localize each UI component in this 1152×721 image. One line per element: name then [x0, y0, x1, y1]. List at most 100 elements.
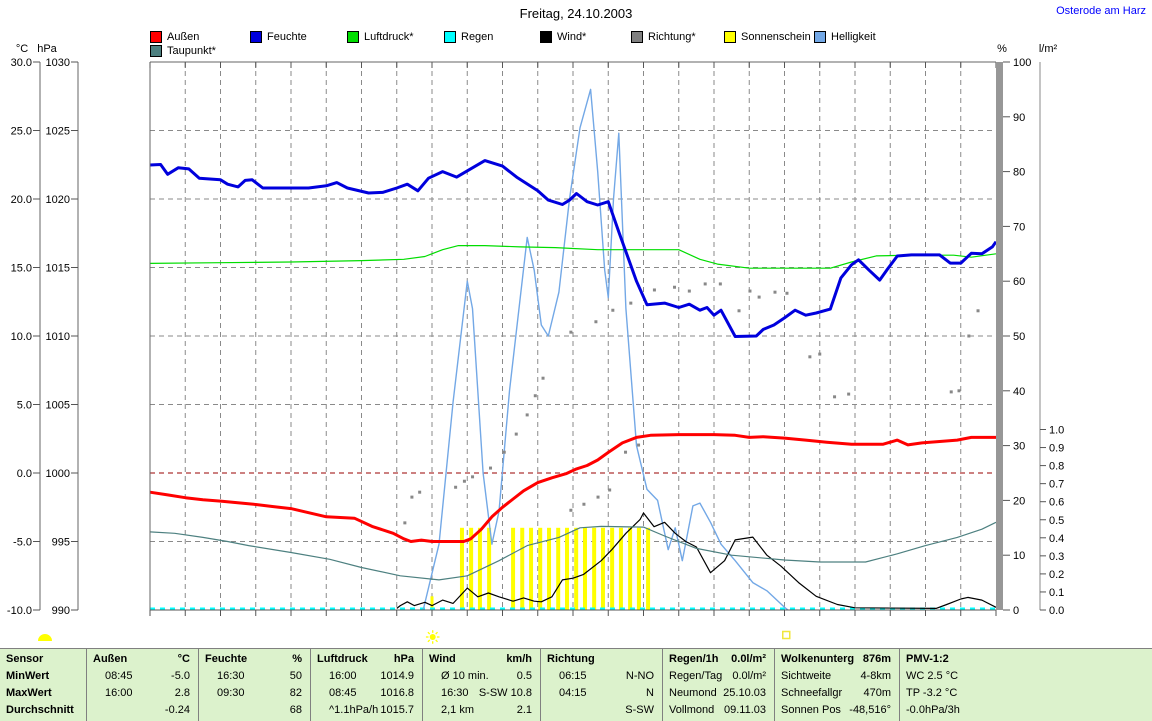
- percent-axis-bar: [996, 62, 1003, 610]
- rain-axis-tick-label: 0.4: [1049, 533, 1064, 545]
- cell-value: [78, 651, 86, 668]
- series-richtung-dot: [489, 466, 493, 470]
- series-richtung-dot: [594, 320, 598, 324]
- table-row: 04:15 N: [541, 685, 662, 702]
- pressure-axis-unit-label: hPa: [37, 43, 57, 55]
- table-row: Schneefallgr 470m: [775, 685, 899, 702]
- sun-icon: [429, 634, 436, 640]
- percent-axis-tick-label: 20: [1013, 495, 1025, 507]
- cell-label: Luftdruck: [317, 653, 368, 665]
- legend-label: Taupunkt*: [167, 44, 216, 57]
- temp-axis-tick-label: 15.0: [11, 263, 32, 275]
- series-richtung-dot: [718, 282, 722, 286]
- sunshine-bar: [459, 527, 464, 610]
- series-richtung-dot: [514, 432, 518, 436]
- rain-axis-tick-label: 0.2: [1049, 569, 1064, 581]
- pressure-axis-tick-label: 1025: [46, 126, 70, 138]
- stats-column-5: Richtung 06:15 N-NO 04:15 N S-SW: [540, 649, 662, 721]
- temp-axis-tick-label: 30.0: [11, 57, 32, 69]
- temp-axis-tick-label: 20.0: [11, 194, 32, 206]
- series-richtung-dot: [757, 295, 761, 299]
- table-row: 08:45 -5.0: [87, 668, 198, 685]
- percent-axis-tick-label: 0: [1013, 605, 1019, 617]
- legend-swatch-icon: [540, 30, 552, 43]
- series-richtung-dot: [818, 352, 822, 356]
- cell-label: 09:30: [217, 687, 245, 699]
- stats-column-6: Regen/1h 0.0l/m² Regen/Tag 0.0l/m² Neumond 25…: [662, 649, 774, 721]
- pressure-axis-tick-label: 1030: [46, 57, 70, 69]
- legend-item-regen: Regen: [444, 30, 493, 43]
- series-wind: [396, 512, 997, 610]
- legend-swatch-icon: [150, 30, 162, 43]
- series-richtung-dot: [454, 485, 458, 489]
- cell-label: 06:15: [559, 670, 587, 682]
- temp-axis-tick-label: -10.0: [7, 605, 32, 617]
- rain-axis-tick-label: 0.9: [1049, 443, 1064, 455]
- page-title: Freitag, 24.10.2003: [519, 6, 633, 21]
- table-row: Sichtweite 4-8km: [775, 668, 899, 685]
- table-row: 2,1 km 2.1: [423, 702, 540, 719]
- table-row: Luftdruck hPa: [311, 651, 422, 668]
- stats-column-8: PMV-1:2 WC 2.5 °C TP -3.2 °C -0.0hPa/3h: [899, 649, 1152, 721]
- series-richtung-dot: [748, 289, 752, 293]
- cell-value: 876m: [862, 653, 891, 665]
- series-aussen: [149, 433, 996, 543]
- sunshine-bar: [600, 527, 605, 610]
- series-richtung-dot: [611, 308, 615, 312]
- cell-label: Sonnen Pos: [781, 704, 841, 716]
- cell-value: 0.0l/m²: [731, 653, 766, 665]
- table-row: Richtung: [541, 651, 662, 668]
- station-location-link[interactable]: Osterode am Harz: [1056, 5, 1146, 17]
- cell-label: 08:45: [105, 670, 133, 682]
- cell-value: 25.10.03: [723, 687, 766, 699]
- series-richtung-dot: [652, 288, 656, 292]
- cell-value: [78, 702, 86, 719]
- sun-ray-icon: [427, 639, 431, 643]
- sunshine-bar: [430, 596, 434, 610]
- cell-value: 0.5: [516, 670, 532, 682]
- temp-axis-unit-label: °C: [16, 43, 28, 55]
- series-richtung-dot: [833, 395, 837, 399]
- stats-column-7: Wolkenunterg 876m Sichtweite 4-8km Schneefal…: [774, 649, 899, 721]
- series-richtung-dot: [773, 290, 777, 294]
- temp-axis-tick-label: -5.0: [13, 537, 32, 549]
- series-richtung-dot: [673, 285, 677, 289]
- dawn-halfsun-icon: [38, 634, 52, 641]
- cell-value: [78, 685, 86, 702]
- table-row: 06:15 N-NO: [541, 668, 662, 685]
- temp-axis-tick-label: 25.0: [11, 126, 32, 138]
- cell-label: Sichtweite: [781, 670, 832, 682]
- table-row: Sensor: [0, 651, 86, 668]
- legend-swatch-icon: [150, 44, 162, 57]
- rain-axis-tick-label: 0.7: [1049, 479, 1064, 491]
- sunset-square-icon: [782, 630, 791, 640]
- series-richtung-dot: [949, 390, 953, 394]
- series-richtung-dot: [608, 488, 612, 492]
- series-richtung-dot: [582, 502, 586, 506]
- rain-axis-tick-label: 0.6: [1049, 497, 1064, 509]
- table-row: Regen/Tag 0.0l/m²: [663, 668, 774, 685]
- table-row: Vollmond 09.11.03: [663, 702, 774, 719]
- cell-label: MinWert: [6, 670, 50, 682]
- cell-value: 09.11.03: [723, 704, 766, 716]
- cell-value: 0.0l/m²: [732, 670, 766, 682]
- cell-label: Schneefallgr: [781, 687, 843, 699]
- pressure-axis-tick-label: 995: [52, 537, 70, 549]
- cell-label: 04:15: [559, 687, 587, 699]
- cell-value: °C: [177, 653, 190, 665]
- legend-label: Sonnenschein: [741, 30, 811, 43]
- table-row: 68: [199, 702, 310, 719]
- table-row: Regen/1h 0.0l/m²: [663, 651, 774, 668]
- series-richtung-dot: [418, 490, 422, 494]
- series-richtung-dot: [624, 450, 628, 454]
- cell-label: Durchschnitt: [6, 704, 74, 716]
- cell-value: -48,516°: [849, 704, 891, 716]
- cell-value: %: [292, 653, 302, 665]
- percent-axis-unit-label: %: [997, 43, 1007, 55]
- percent-axis-tick-label: 80: [1013, 167, 1025, 179]
- table-row: 16:30 S-SW 10.8: [423, 685, 540, 702]
- legend-item-auen: Außen: [150, 30, 199, 43]
- cell-value: [1144, 651, 1152, 668]
- legend-label: Außen: [167, 30, 200, 43]
